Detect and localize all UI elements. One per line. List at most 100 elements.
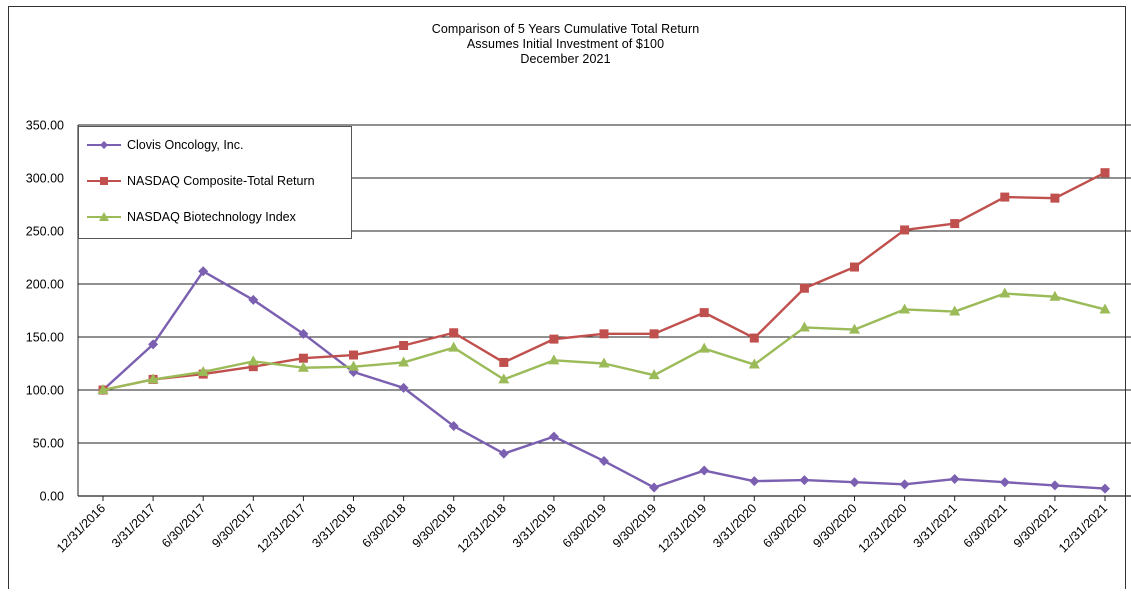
data-point-triangle [1099, 303, 1111, 314]
y-tick-label: 0.00 [40, 490, 64, 504]
y-tick-label: 150.00 [26, 331, 64, 345]
chart-title: Comparison of 5 Years Cumulative Total R… [431, 22, 700, 36]
legend-swatch-nasdaq-biotech [87, 212, 121, 221]
x-tick-label: 12/31/2016 [54, 501, 108, 555]
data-point-triangle [147, 373, 159, 384]
y-tick-label: 350.00 [26, 119, 64, 133]
legend-label-clovis: Clovis Oncology, Inc. [127, 138, 244, 152]
data-point-triangle [999, 287, 1011, 298]
legend-item-clovis: Clovis Oncology, Inc. [87, 135, 243, 155]
legend-item-nasdaq-composite: NASDAQ Composite-Total Return [87, 171, 315, 191]
y-tick-label: 300.00 [26, 172, 64, 186]
x-tick-label: 9/30/2017 [209, 501, 258, 550]
data-point-triangle [648, 369, 660, 380]
data-point-triangle [247, 355, 259, 366]
data-point-triangle [398, 356, 410, 367]
data-point-diamond [298, 328, 309, 339]
data-point-square [850, 262, 859, 272]
x-tick-label: 3/31/2017 [109, 501, 158, 550]
data-point-square [900, 225, 910, 235]
y-tick-label: 100.00 [26, 384, 64, 398]
x-tick-label: 9/30/2019 [610, 501, 659, 550]
y-tick-label: 50.00 [33, 437, 64, 451]
chart-title-block: Comparison of 5 Years Cumulative Total R… [0, 22, 1131, 67]
data-point-square [1100, 168, 1110, 178]
x-tick-label: 12/31/2020 [856, 501, 910, 555]
data-point-square [449, 328, 459, 338]
data-point-diamond [1049, 480, 1060, 491]
data-point-triangle [949, 305, 961, 316]
data-point-triangle [297, 361, 309, 372]
y-tick-label: 200.00 [26, 278, 64, 292]
data-point-triangle [798, 321, 810, 332]
data-point-triangle [1049, 290, 1061, 301]
data-point-triangle [849, 323, 860, 334]
x-tick-label: 12/31/2018 [455, 501, 509, 555]
legend-item-nasdaq-biotech: NASDAQ Biotechnology Index [87, 207, 296, 227]
data-point-diamond [148, 339, 159, 350]
data-point-diamond [699, 465, 710, 476]
data-point-square [1000, 192, 1010, 202]
data-point-diamond [1100, 483, 1110, 494]
data-point-square [699, 308, 709, 318]
data-point-diamond [599, 456, 609, 467]
x-tick-label: 9/30/2020 [810, 501, 859, 550]
x-tick-label: 9/30/2021 [1011, 501, 1060, 550]
x-tick-label: 12/31/2017 [254, 501, 308, 555]
data-point-triangle [197, 365, 209, 376]
x-tick-label: 9/30/2018 [410, 501, 459, 550]
chart-subtitle: Assumes Initial Investment of $100 [466, 37, 665, 51]
data-point-triangle [598, 357, 610, 368]
data-point-diamond [949, 474, 960, 485]
data-point-diamond [899, 479, 910, 490]
x-tick-label: 3/31/2021 [911, 501, 960, 550]
data-point-diamond [749, 476, 760, 487]
data-point-square [1050, 193, 1060, 203]
data-point-triangle [448, 341, 460, 352]
x-tick-label: 6/30/2018 [360, 501, 409, 550]
x-tick-label: 12/31/2019 [655, 501, 709, 555]
chart-subtitle-date: December 2021 [520, 52, 611, 66]
data-point-square [248, 362, 258, 372]
data-point-diamond [548, 431, 559, 442]
data-point-square [749, 333, 759, 343]
data-point-square [349, 350, 358, 360]
x-tick-label: 6/30/2020 [760, 501, 809, 550]
data-point-triangle [899, 303, 911, 314]
x-tick-label: 6/30/2021 [961, 501, 1010, 550]
data-point-triangle [498, 373, 510, 384]
x-tick-label: 6/30/2017 [159, 501, 208, 550]
data-point-diamond [498, 448, 509, 459]
x-tick-label: 3/31/2019 [510, 501, 559, 550]
data-point-diamond [248, 294, 259, 305]
y-tick-label: 250.00 [26, 225, 64, 239]
x-tick-label: 3/31/2018 [309, 501, 358, 550]
data-point-diamond [398, 382, 409, 393]
data-point-square [950, 219, 960, 229]
data-point-triangle [548, 354, 560, 365]
legend-label-nasdaq-composite: NASDAQ Composite-Total Return [127, 174, 315, 188]
data-point-square [499, 357, 509, 367]
data-point-diamond [198, 266, 209, 277]
data-point-square [799, 283, 809, 293]
chart-frame [8, 6, 1126, 589]
data-point-square [399, 340, 409, 350]
data-point-square [599, 329, 609, 339]
data-point-diamond [999, 477, 1010, 488]
legend-swatch-clovis [87, 141, 121, 149]
data-point-diamond [799, 475, 810, 486]
data-point-square [549, 334, 559, 344]
data-point-diamond [649, 482, 660, 493]
data-point-square [298, 353, 308, 363]
x-tick-label: 3/31/2020 [710, 501, 759, 550]
chart-legend: Clovis Oncology, Inc. NASDAQ Composite-T… [78, 126, 352, 239]
data-point-triangle [348, 360, 359, 371]
legend-swatch-nasdaq-composite [87, 177, 121, 185]
data-point-diamond [849, 477, 860, 488]
data-point-triangle [698, 342, 710, 353]
x-tick-label: 6/30/2019 [560, 501, 609, 550]
data-point-square [649, 329, 659, 339]
legend-label-nasdaq-biotech: NASDAQ Biotechnology Index [127, 210, 296, 224]
data-point-triangle [748, 358, 760, 369]
